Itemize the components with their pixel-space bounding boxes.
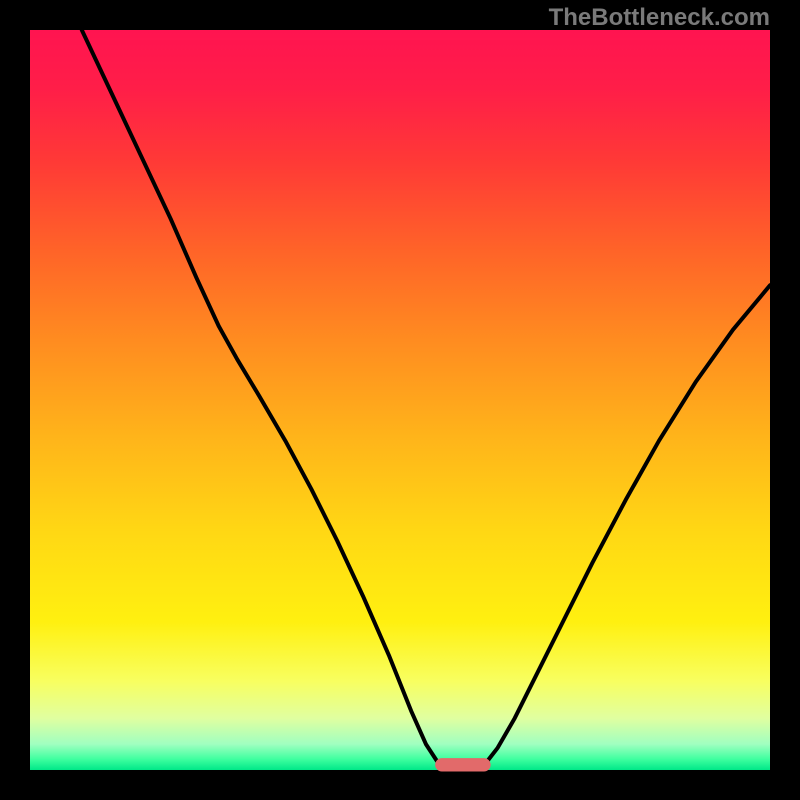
plot-background	[30, 30, 770, 770]
watermark-text: TheBottleneck.com	[549, 4, 770, 32]
optimal-marker	[435, 758, 491, 771]
chart-svg	[0, 0, 800, 800]
